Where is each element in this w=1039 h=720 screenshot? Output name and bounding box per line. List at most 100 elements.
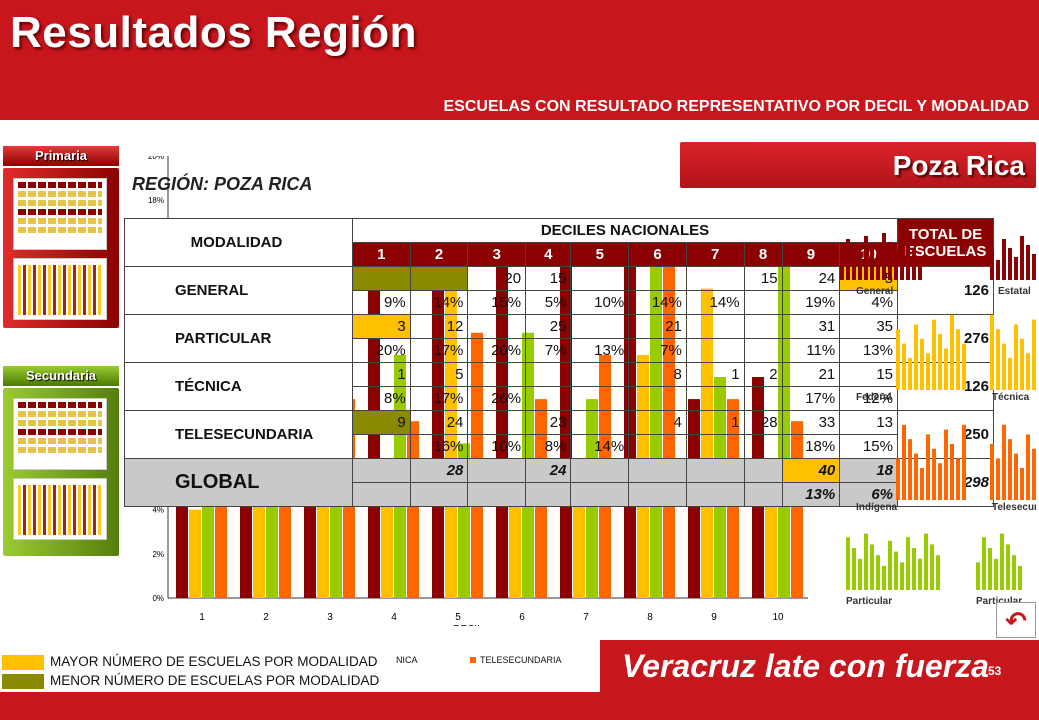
count-cell: 25: [525, 314, 572, 339]
results-table: MODALIDAD DECILES NACIONALES TOTAL DE ES…: [124, 218, 994, 507]
table-row-pct: 8% 17% 26% 17% 12%: [125, 386, 994, 411]
count-cell: [570, 314, 630, 339]
legend-swatch-telesecundaria: [470, 657, 476, 663]
global-count-cell: [685, 458, 745, 483]
pct-cell: 14%: [409, 290, 469, 315]
mini-bar: [840, 260, 844, 280]
count-cell: [570, 266, 630, 291]
tab-primaria[interactable]: Primaria: [3, 146, 119, 166]
table-legend: MAYOR NÚMERO DE ESCUELAS POR MODALIDAD M…: [0, 654, 400, 690]
legend-menor: MENOR NÚMERO DE ESCUELAS POR MODALIDAD: [0, 673, 400, 690]
chart-legend: NICA TELESECUNDARIA: [396, 654, 600, 668]
mini-chart-label: Particular: [846, 596, 892, 607]
mini-bar: [894, 551, 898, 590]
mini-bar: [950, 444, 954, 500]
mini-bar: [990, 251, 994, 280]
count-cell: 8: [628, 362, 687, 387]
count-cell: 24: [409, 410, 469, 435]
pct-cell: [743, 386, 783, 411]
count-cell: 1: [685, 410, 745, 435]
pct-cell: 10%: [467, 434, 527, 459]
pct-cell: 14%: [570, 434, 630, 459]
modality-label: TELESECUNDARIA: [124, 410, 353, 459]
y-tick-label: 0%: [152, 594, 164, 603]
mini-bar: [930, 544, 934, 590]
mini-bar: [1008, 439, 1012, 500]
global-pct-cell: [467, 482, 527, 507]
mini-bar: [1032, 254, 1036, 280]
mini-bar: [852, 248, 856, 280]
col-total: TOTAL DE ESCUELAS: [897, 218, 994, 267]
count-cell: 12: [409, 314, 469, 339]
mini-bar: [1020, 236, 1024, 280]
secundaria-thumbnail[interactable]: [3, 388, 119, 556]
secundaria-mini-chart: [13, 478, 107, 540]
mini-bar: [918, 257, 922, 280]
count-cell: 35: [839, 314, 898, 339]
x-tick-label: 7: [583, 612, 589, 623]
mini-bar: [1002, 424, 1006, 500]
mini-bar: [876, 254, 880, 280]
modality-label: GENERAL: [124, 266, 353, 315]
primaria-thumbnail[interactable]: [3, 168, 119, 328]
pct-cell: 7%: [525, 338, 572, 363]
mini-bar: [1014, 257, 1018, 280]
x-tick-label: 5: [455, 612, 461, 623]
region-name: Poza Rica: [892, 150, 1025, 181]
x-axis-label: DECIL: [453, 624, 483, 626]
pct-cell: [743, 290, 783, 315]
pct-cell: 14%: [685, 290, 745, 315]
count-cell: [628, 266, 687, 291]
pct-cell: 5%: [525, 290, 572, 315]
mini-bar: [1026, 434, 1030, 500]
table-row: TÉCNICA 1 5 8 1 2 21 15 126: [124, 362, 994, 411]
mini-bar: [902, 343, 906, 390]
region-label: REGIÓN: POZA RICA: [132, 174, 313, 194]
pct-cell: 13%: [570, 338, 630, 363]
count-cell: [467, 362, 527, 387]
mini-bar: [976, 562, 980, 590]
decile-header: 1: [352, 242, 411, 267]
tab-secundaria[interactable]: Secundaria: [3, 366, 119, 386]
global-pct-cell: [525, 482, 572, 507]
global-count-cell: [628, 458, 687, 483]
count-cell: 1: [352, 362, 411, 387]
pct-cell: [685, 338, 745, 363]
mini-bar: [1014, 453, 1018, 500]
total-cell: 126: [897, 266, 994, 315]
mini-bar: [962, 424, 966, 500]
mini-bar: [914, 453, 918, 500]
pct-cell: [743, 434, 783, 459]
pct-cell: 16%: [409, 434, 469, 459]
bar: [189, 509, 201, 598]
count-cell: 21: [781, 362, 841, 387]
y-tick-label: 2%: [152, 550, 164, 559]
x-tick-label: 10: [772, 612, 784, 623]
y-tick-label: 18%: [148, 196, 164, 205]
count-cell: 33: [781, 410, 841, 435]
modality-mini-charts: General Estatal Federal Técnica Indígena Tele…: [836, 230, 1039, 610]
modality-label: TÉCNICA: [124, 362, 353, 411]
pct-cell: [570, 386, 630, 411]
mini-bar: [982, 537, 986, 590]
global-pct-cell: [743, 482, 783, 507]
pct-cell: 20%: [467, 338, 527, 363]
global-count-cell: 24: [525, 458, 572, 483]
legend-swatch-mayor: [2, 655, 44, 670]
mini-bar: [918, 558, 922, 590]
count-cell: [570, 410, 630, 435]
mini-bar: [858, 558, 862, 590]
decile-header: 4: [525, 242, 572, 267]
count-cell: [743, 314, 783, 339]
pct-cell: [743, 338, 783, 363]
global-row: GLOBAL 28 24 40 18 298: [124, 458, 994, 507]
mini-bar: [906, 239, 910, 280]
pct-cell: [685, 434, 745, 459]
pct-cell: 15%: [467, 290, 527, 315]
count-cell: [467, 314, 527, 339]
return-button[interactable]: ↶: [996, 602, 1036, 638]
mini-bar: [896, 458, 900, 500]
mini-chart-label: General: [856, 286, 893, 297]
count-cell: 15: [743, 266, 783, 291]
count-cell: [570, 362, 630, 387]
